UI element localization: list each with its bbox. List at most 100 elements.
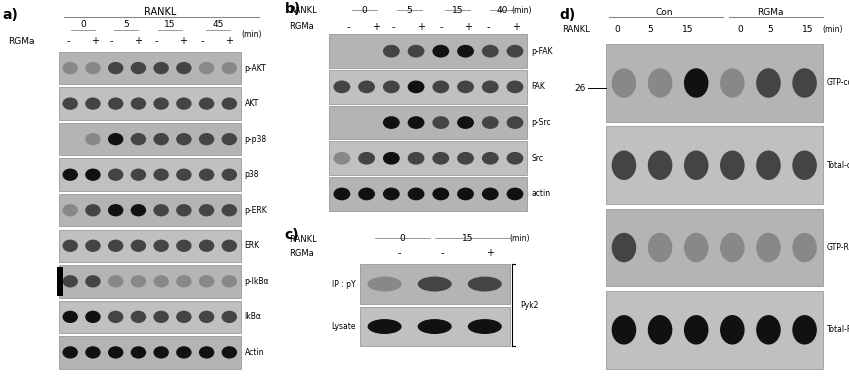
Ellipse shape [63,204,78,217]
FancyBboxPatch shape [329,177,527,211]
FancyBboxPatch shape [329,106,527,139]
Point [59,15,70,20]
Ellipse shape [63,275,78,288]
Text: -: - [110,36,113,46]
Ellipse shape [222,133,237,145]
FancyBboxPatch shape [59,336,241,369]
Text: -: - [391,22,395,32]
Text: +: + [179,36,187,46]
Ellipse shape [792,315,817,344]
Ellipse shape [199,240,214,252]
Ellipse shape [720,233,745,262]
Ellipse shape [154,98,169,110]
Text: p-AKT: p-AKT [245,64,267,73]
Text: ERK: ERK [245,241,260,250]
Point [604,15,614,20]
Point [90,28,100,32]
Text: -: - [439,22,442,32]
Ellipse shape [108,311,123,323]
Ellipse shape [507,152,523,165]
Text: p38: p38 [245,170,259,179]
Ellipse shape [154,311,169,323]
Ellipse shape [108,346,123,359]
Point [507,344,517,349]
Point [430,235,440,240]
Ellipse shape [199,275,214,288]
Ellipse shape [358,81,375,93]
Point [509,262,520,266]
Point [424,235,435,240]
Ellipse shape [368,319,402,334]
Ellipse shape [792,68,817,98]
Text: 0: 0 [615,25,621,35]
Ellipse shape [432,152,449,165]
Ellipse shape [648,151,672,180]
Ellipse shape [720,151,745,180]
Ellipse shape [154,62,169,74]
Ellipse shape [222,311,237,323]
Text: Con: Con [655,8,673,17]
Ellipse shape [756,233,781,262]
Text: RANKL: RANKL [562,25,590,35]
Ellipse shape [507,188,523,200]
Text: (min): (min) [242,30,262,39]
FancyBboxPatch shape [59,301,241,333]
Text: AKT: AKT [245,99,259,108]
Text: Total-cdc42: Total-cdc42 [827,161,849,170]
Ellipse shape [222,275,237,288]
Ellipse shape [611,315,636,344]
Ellipse shape [85,346,101,359]
FancyBboxPatch shape [606,291,823,369]
Ellipse shape [648,68,672,98]
Ellipse shape [131,98,146,110]
Ellipse shape [482,188,498,200]
Ellipse shape [507,116,523,129]
Text: 15: 15 [164,20,176,29]
Text: 45: 45 [212,20,223,29]
Ellipse shape [418,319,452,334]
Ellipse shape [199,346,214,359]
Ellipse shape [756,151,781,180]
Text: 5: 5 [767,25,773,35]
Text: 0: 0 [362,7,368,15]
Ellipse shape [482,81,498,93]
Ellipse shape [684,68,708,98]
Text: RGMa: RGMa [8,37,35,46]
Ellipse shape [408,116,424,129]
Ellipse shape [507,81,523,93]
Text: d): d) [559,8,576,22]
Text: (min): (min) [509,234,530,243]
FancyBboxPatch shape [360,307,509,346]
Ellipse shape [199,62,214,74]
Text: 5: 5 [407,7,413,15]
Text: b): b) [284,2,301,16]
Ellipse shape [457,152,474,165]
Ellipse shape [383,152,400,165]
FancyBboxPatch shape [59,230,241,262]
FancyBboxPatch shape [329,70,527,104]
FancyBboxPatch shape [59,159,241,191]
Ellipse shape [154,169,169,181]
Text: RGMa: RGMa [290,249,314,258]
FancyBboxPatch shape [360,264,509,304]
FancyBboxPatch shape [59,123,241,156]
Point [65,28,76,32]
Ellipse shape [85,275,101,288]
Text: +: + [134,36,142,46]
FancyBboxPatch shape [59,265,241,298]
Ellipse shape [457,81,474,93]
Ellipse shape [108,169,123,181]
Point [507,262,517,266]
Ellipse shape [176,275,192,288]
Point [724,15,734,20]
Ellipse shape [222,98,237,110]
Text: FAK: FAK [531,83,545,91]
Point [507,344,517,349]
Text: (min): (min) [823,25,843,35]
Ellipse shape [176,62,192,74]
Text: p-FAK: p-FAK [531,47,553,56]
Ellipse shape [222,346,237,359]
Ellipse shape [131,275,146,288]
Ellipse shape [383,116,400,129]
Point [132,28,143,32]
